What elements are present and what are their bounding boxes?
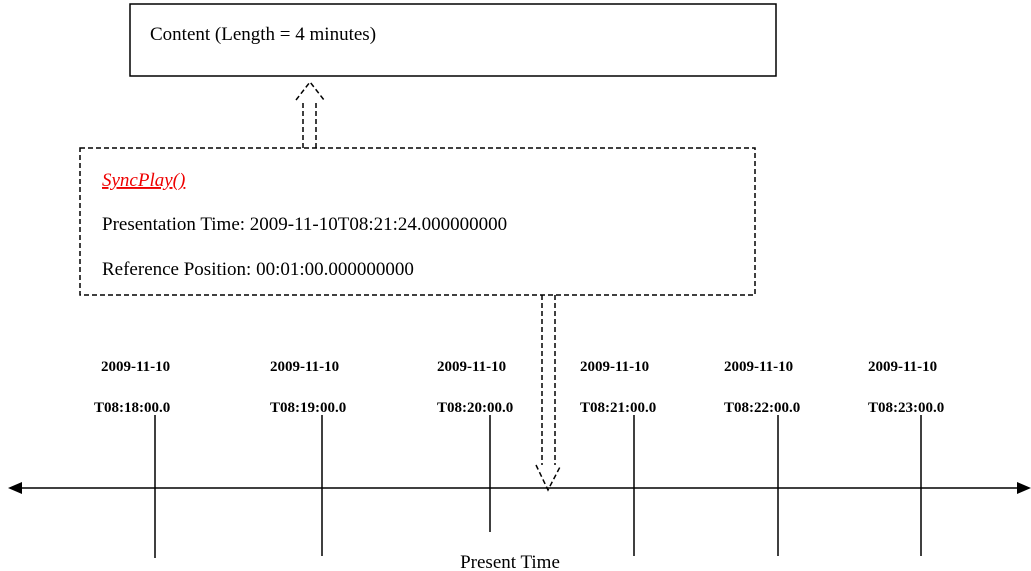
tick-lines — [154, 415, 922, 558]
reference-position: Reference Position: 00:01:00.000000000 — [102, 259, 414, 280]
tick-date: 2009-11-10 — [868, 359, 937, 375]
content-box — [129, 3, 777, 77]
tick-time: T08:21:00.0 — [580, 400, 656, 416]
function-name: SyncPlay() — [102, 170, 185, 191]
syncplay-box — [79, 147, 756, 296]
presentation-time: Presentation Time: 2009-11-10T08:21:24.0… — [102, 214, 507, 235]
tick-date: 2009-11-10 — [580, 359, 649, 375]
up-arrow — [295, 80, 325, 148]
tick-time: T08:23:00.0 — [868, 400, 944, 416]
timeline-label: Present Time — [460, 552, 560, 571]
content-label: Content (Length = 4 minutes) — [150, 24, 376, 45]
tick-time: T08:19:00.0 — [270, 400, 346, 416]
tick-time: T08:20:00.0 — [437, 400, 513, 416]
tick-date: 2009-11-10 — [101, 359, 170, 375]
tick-time: T08:18:00.0 — [94, 400, 170, 416]
tick-date: 2009-11-10 — [724, 359, 793, 375]
tick-date: 2009-11-10 — [437, 359, 506, 375]
tick-time: T08:22:00.0 — [724, 400, 800, 416]
tick-date: 2009-11-10 — [270, 359, 339, 375]
down-arrow — [535, 295, 562, 492]
timeline — [8, 482, 1031, 494]
